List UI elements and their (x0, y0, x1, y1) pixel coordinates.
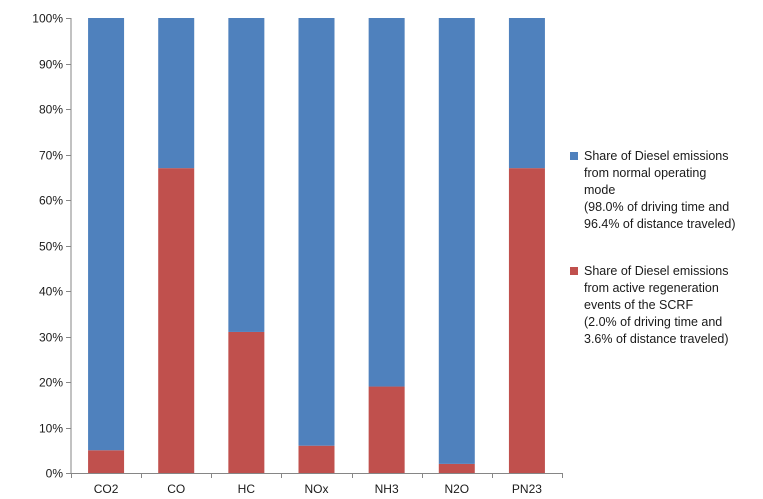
bars (88, 18, 545, 473)
legend-line: from active regeneration (584, 281, 719, 295)
legend-swatch-active-regeneration (570, 267, 578, 275)
legend-entry-normal-operating: Share of Diesel emissions from normal op… (570, 148, 760, 233)
y-tick-label: 100% (32, 12, 63, 26)
x-tick-label: NOx (305, 482, 329, 496)
y-tick-label: 40% (39, 285, 63, 299)
bar-segment-co2-series-1 (88, 18, 125, 451)
bar-segment-hc-series-1 (228, 18, 265, 332)
bar-segment-n2o-series-0 (438, 463, 475, 473)
x-tick-label: PN23 (512, 482, 542, 496)
legend-line: events of the SCRF (584, 298, 694, 312)
bar-segment-co2-series-0 (88, 450, 125, 473)
legend-line: Share of Diesel emissions (584, 264, 729, 278)
x-tick-label: CO (167, 482, 185, 496)
bar-segment-nh3-series-1 (368, 18, 405, 387)
bar-segment-nh3-series-0 (368, 386, 405, 473)
bar-segment-co-series-0 (158, 168, 195, 473)
bar-segment-nox-series-1 (298, 18, 335, 446)
legend-line: from normal operating (584, 166, 707, 180)
bar-segment-nox-series-0 (298, 445, 335, 473)
legend-line: 3.6% of distance traveled) (584, 332, 729, 346)
legend-line: 96.4% of distance traveled) (584, 217, 736, 231)
x-tick-label: NH3 (375, 482, 399, 496)
y-axis: 0% 10% 20% 30% 40% 50% 60% 70% 80% 90% 100% (32, 12, 72, 481)
legend-line: (98.0% of driving time and (584, 200, 730, 214)
legend-line: mode (584, 183, 616, 197)
legend-line: Share of Diesel emissions (584, 149, 729, 163)
y-tick-label: 90% (39, 58, 63, 72)
bar-segment-hc-series-0 (228, 331, 265, 473)
bar-segment-pn23-series-1 (508, 18, 545, 169)
y-tick-label: 20% (39, 376, 63, 390)
y-tick-label: 50% (39, 240, 63, 254)
x-axis: CO2 CO HC NOx NH3 N2O PN23 (71, 473, 563, 496)
y-tick-label: 10% (39, 422, 63, 436)
legend-label-normal-operating: Share of Diesel emissions from normal op… (584, 148, 760, 233)
legend-swatch-normal-operating (570, 152, 578, 160)
legend-entry-active-regeneration: Share of Diesel emissions from active re… (570, 263, 760, 348)
legend-line: (2.0% of driving time and (584, 315, 723, 329)
bar-segment-n2o-series-1 (438, 18, 475, 464)
x-tick-label: HC (238, 482, 256, 496)
y-tick-label: 70% (39, 149, 63, 163)
legend-label-active-regeneration: Share of Diesel emissions from active re… (584, 263, 760, 348)
x-tick-label: CO2 (94, 482, 119, 496)
y-tick-label: 80% (39, 103, 63, 117)
bar-segment-pn23-series-0 (508, 168, 545, 473)
y-tick-label: 30% (39, 331, 63, 345)
bar-segment-co-series-1 (158, 18, 195, 169)
y-tick-label: 0% (46, 467, 64, 481)
y-tick-label: 60% (39, 194, 63, 208)
x-tick-label: N2O (444, 482, 469, 496)
